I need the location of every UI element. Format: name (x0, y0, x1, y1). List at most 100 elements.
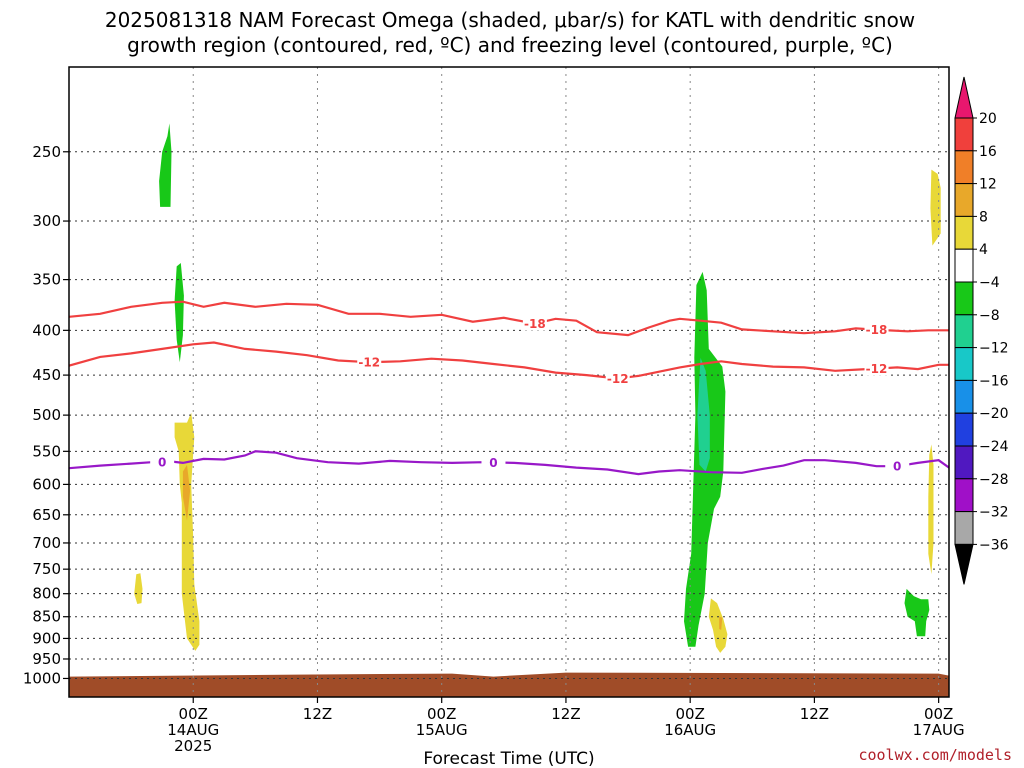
contour-label-bg (150, 454, 175, 469)
x-tick-label: 12Z (303, 705, 332, 723)
y-tick-label: 650 (32, 506, 61, 524)
y-tick-label: 850 (32, 608, 61, 626)
colorbar-box (954, 117, 974, 152)
omega-region-7 (708, 598, 728, 653)
x-tick-label: 15AUG (416, 721, 468, 739)
contour-freezing_level_0 (69, 450, 949, 476)
colorbar-box (954, 314, 974, 349)
contour-label: -12 (866, 362, 888, 376)
colorbar-box (954, 445, 974, 480)
contour-label: -18 (524, 317, 546, 331)
colorbar-box (954, 248, 974, 283)
ground-below-surface (69, 672, 949, 697)
contour-label: 0 (893, 460, 901, 474)
chart-title-line-2: growth region (contoured, red, ºC) and f… (127, 33, 893, 57)
colorbar-label: −16 (979, 373, 1009, 389)
colorbar-box (954, 183, 974, 217)
y-tick-label: 700 (32, 534, 61, 552)
y-tick-label: 950 (32, 650, 61, 668)
contour-label-bg (605, 371, 630, 386)
omega-region-3 (182, 464, 191, 521)
colorbar-label: −32 (979, 505, 1009, 521)
omega-region-2 (174, 412, 200, 651)
colorbar-box (954, 281, 974, 316)
y-tick-label: 550 (32, 442, 61, 460)
y-tick-label: 1000 (23, 669, 61, 687)
colorbar-label: −20 (979, 406, 1009, 422)
y-tick-label: 600 (32, 475, 61, 493)
colorbar-label: −8 (979, 308, 1000, 324)
y-tick-label: 350 (32, 271, 61, 289)
y-tick-label: 450 (32, 366, 61, 384)
contour-label-bg (864, 322, 889, 337)
contour-label-bg (522, 316, 547, 331)
y-tick-label: 250 (32, 143, 61, 161)
contour-label: 0 (489, 456, 497, 470)
omega-region-10 (928, 444, 934, 575)
omega-region-9 (930, 169, 941, 246)
colorbar-label: −28 (979, 472, 1009, 488)
contour-label-bg (357, 355, 382, 370)
credit-text: coolwx.com/models (858, 746, 1012, 764)
colorbar-label: −24 (979, 439, 1009, 455)
colorbar-label: −4 (979, 275, 1000, 291)
x-tick-label: 00Z (179, 705, 208, 723)
ground-fill (69, 672, 949, 697)
omega-region-1 (174, 263, 184, 363)
colorbar-label: 4 (979, 242, 988, 258)
contour-snow_minus12 (69, 341, 949, 380)
colorbar-bottom-arrow (954, 543, 974, 585)
colorbar-label: 12 (979, 177, 997, 193)
colorbar-box (954, 150, 974, 185)
temperature-contours: -18 -18 -12 -12 -12 0 0 0 (69, 300, 949, 476)
colorbar: 20 16 12 8 4 −4 −8 −12 −16 −20 −24 −28 −32 −36 (954, 76, 1009, 585)
colorbar-label: −12 (979, 341, 1009, 357)
colorbar-label: 16 (979, 144, 997, 160)
y-tick-label: 400 (32, 321, 61, 339)
contour-label: -18 (866, 323, 888, 337)
x-tick-label: 00Z (427, 705, 456, 723)
colorbar-label: 8 (979, 209, 988, 225)
omega-region-8 (719, 616, 723, 630)
colorbar-box (954, 478, 974, 513)
x-tick-label: 12Z (551, 705, 580, 723)
colorbar-top-arrow (954, 76, 974, 119)
x-tick-label: 12Z (800, 705, 829, 723)
contour-label-bg (885, 459, 910, 474)
colorbar-label: 20 (979, 111, 997, 127)
x-tick-label: 17AUG (913, 721, 965, 739)
contour-snow_minus18 (69, 300, 949, 337)
x-tick-label: 00Z (675, 705, 704, 723)
y-tick-label: 800 (32, 585, 61, 603)
x-axis-label: Forecast Time (UTC) (423, 749, 594, 768)
y-axis: 250 300 350 400 450 500 550 600 650 700 750 800 850 9… (23, 143, 69, 687)
omega-region-4 (134, 573, 143, 604)
x-tick-label: 14AUG (167, 721, 219, 739)
contour-label-bg (481, 455, 506, 470)
colorbar-box (954, 215, 974, 250)
colorbar-box (954, 347, 974, 381)
omega-shading (134, 123, 941, 653)
colorbar-box (954, 379, 974, 414)
colorbar-label: −36 (979, 537, 1009, 553)
x-tick-label: 16AUG (664, 721, 716, 739)
y-tick-label: 750 (32, 560, 61, 578)
contour-label-bg (864, 361, 889, 376)
grid-lines (69, 67, 949, 697)
contour-label: 0 (158, 455, 166, 469)
x-tick-label: 2025 (174, 737, 212, 755)
plot-frame (68, 66, 950, 698)
contour-label: -12 (358, 356, 380, 370)
colorbar-box (954, 412, 974, 447)
omega-region-12 (904, 588, 930, 637)
y-tick-label: 900 (32, 629, 61, 647)
y-tick-label: 500 (32, 406, 61, 424)
contour-label: -12 (607, 372, 629, 386)
y-tick-label: 300 (32, 212, 61, 230)
x-tick-label: 00Z (924, 705, 953, 723)
omega-region-0 (159, 123, 172, 207)
omega-region-6 (697, 357, 710, 472)
plot-area (69, 67, 949, 697)
